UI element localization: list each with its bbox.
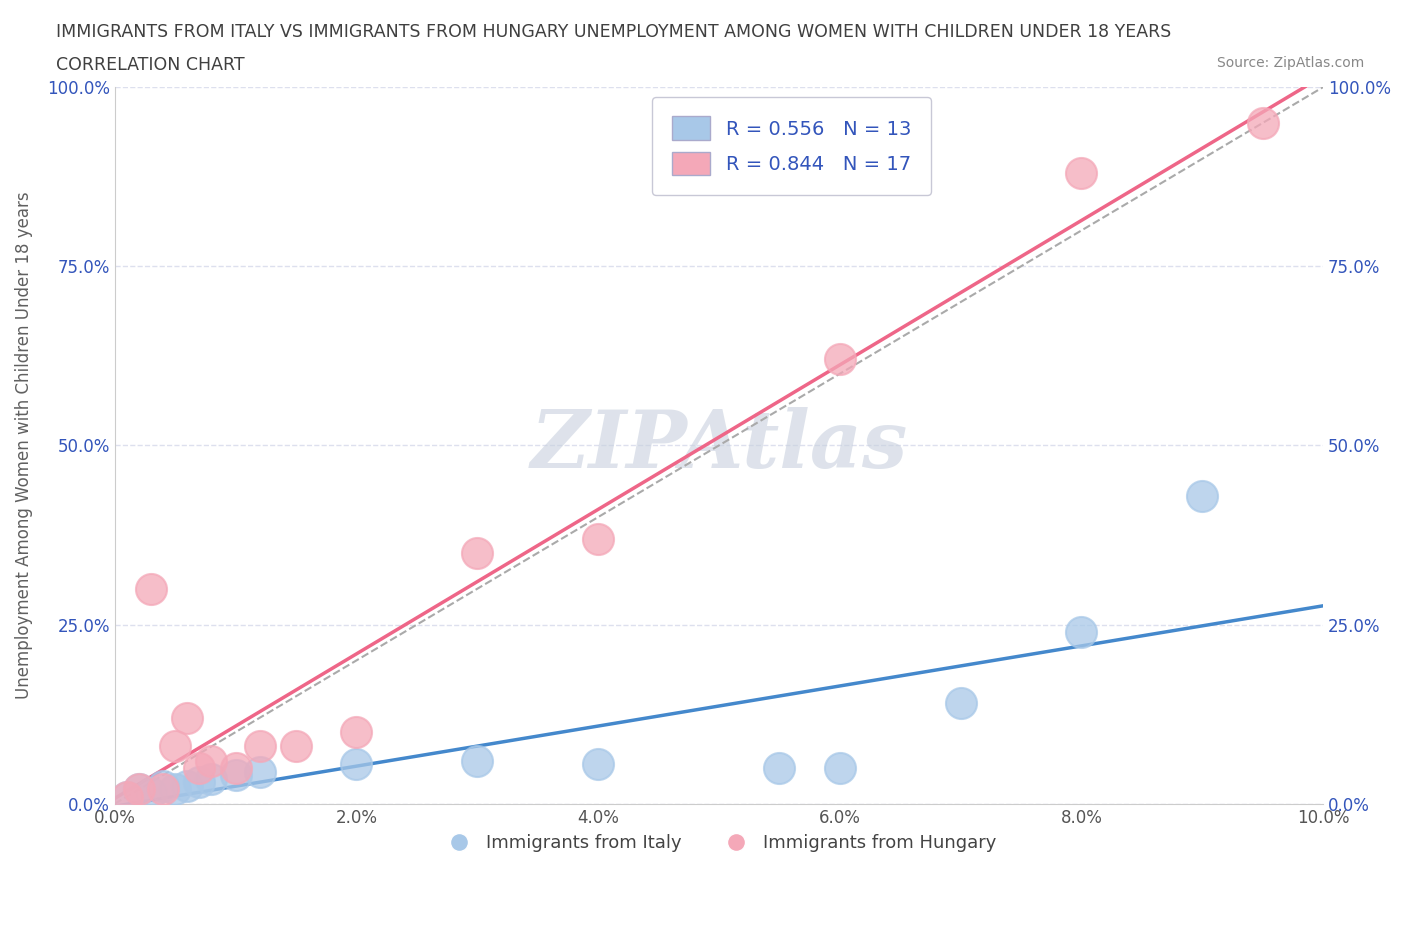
Point bbox=[1070, 624, 1092, 639]
Legend: Immigrants from Italy, Immigrants from Hungary: Immigrants from Italy, Immigrants from H… bbox=[434, 827, 1004, 859]
Point bbox=[188, 761, 211, 776]
Text: Source: ZipAtlas.com: Source: ZipAtlas.com bbox=[1216, 56, 1364, 70]
Point bbox=[949, 696, 972, 711]
Y-axis label: Unemployment Among Women with Children Under 18 years: Unemployment Among Women with Children U… bbox=[15, 192, 32, 699]
Point bbox=[128, 782, 150, 797]
Point bbox=[152, 782, 174, 797]
Point bbox=[465, 753, 488, 768]
Point bbox=[152, 778, 174, 793]
Point bbox=[165, 739, 187, 754]
Text: IMMIGRANTS FROM ITALY VS IMMIGRANTS FROM HUNGARY UNEMPLOYMENT AMONG WOMEN WITH C: IMMIGRANTS FROM ITALY VS IMMIGRANTS FROM… bbox=[56, 23, 1171, 41]
Point bbox=[249, 739, 271, 754]
Point bbox=[188, 775, 211, 790]
Point bbox=[1070, 166, 1092, 180]
Point bbox=[465, 546, 488, 561]
Point bbox=[828, 352, 851, 366]
Point bbox=[768, 761, 790, 776]
Point bbox=[165, 782, 187, 797]
Point bbox=[828, 761, 851, 776]
Point bbox=[586, 531, 609, 546]
Point bbox=[200, 753, 222, 768]
Point bbox=[1251, 115, 1274, 130]
Point bbox=[249, 764, 271, 779]
Point bbox=[225, 761, 247, 776]
Point bbox=[200, 771, 222, 786]
Point bbox=[176, 711, 198, 725]
Point bbox=[1191, 488, 1213, 503]
Point bbox=[225, 767, 247, 782]
Point bbox=[139, 581, 162, 596]
Point bbox=[128, 782, 150, 797]
Point bbox=[139, 786, 162, 801]
Point bbox=[346, 757, 368, 772]
Point bbox=[176, 778, 198, 793]
Point bbox=[346, 724, 368, 739]
Text: ZIPAtlas: ZIPAtlas bbox=[530, 406, 908, 485]
Point bbox=[586, 757, 609, 772]
Text: CORRELATION CHART: CORRELATION CHART bbox=[56, 56, 245, 73]
Point bbox=[285, 739, 308, 754]
Point bbox=[115, 790, 138, 804]
Point bbox=[115, 790, 138, 804]
